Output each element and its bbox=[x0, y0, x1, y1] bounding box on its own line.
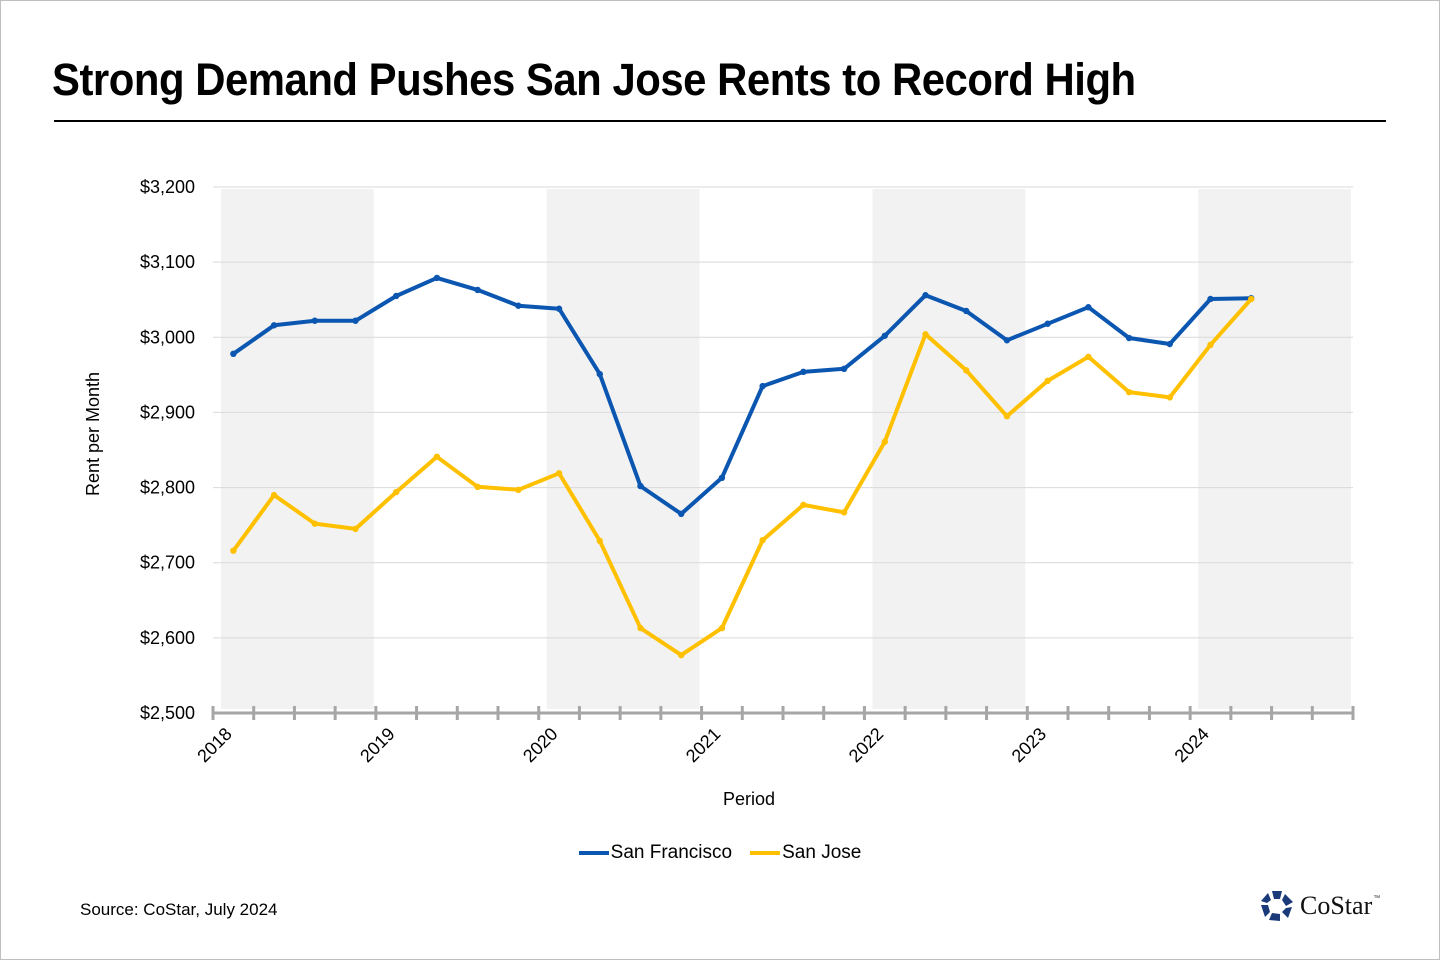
year-band-2018 bbox=[221, 189, 374, 709]
y-tick-label: $3,000 bbox=[140, 327, 195, 347]
data-point-san-francisco bbox=[433, 274, 441, 282]
data-point-san-francisco bbox=[1085, 304, 1092, 311]
data-point-san-jose bbox=[393, 488, 400, 496]
chart-title: Strong Demand Pushes San Jose Rents to R… bbox=[52, 54, 1136, 105]
costar-wordmark: CoStar bbox=[1300, 891, 1373, 920]
data-point-san-jose bbox=[922, 331, 929, 338]
year-band-2020 bbox=[546, 189, 700, 709]
data-point-san-jose bbox=[1166, 394, 1173, 401]
legend: San Francisco San Jose bbox=[0, 842, 1440, 864]
data-point-san-francisco bbox=[555, 305, 563, 312]
data-point-san-francisco bbox=[352, 317, 359, 324]
data-point-san-jose bbox=[352, 525, 359, 533]
data-point-san-francisco bbox=[1003, 337, 1011, 344]
data-point-san-francisco bbox=[637, 482, 644, 490]
trademark: ™ bbox=[1373, 894, 1381, 902]
legend-swatch-san-francisco bbox=[578, 851, 609, 855]
y-axis-label: Rent per Month bbox=[83, 372, 103, 496]
x-tick-label: 2018 bbox=[193, 724, 235, 766]
legend-label-san-jose: San Jose bbox=[782, 842, 862, 863]
data-point-san-jose bbox=[1125, 388, 1133, 396]
title-divider bbox=[54, 120, 1386, 122]
y-tick-label: $2,700 bbox=[140, 553, 195, 573]
data-point-san-jose bbox=[1003, 412, 1011, 420]
costar-star-icon bbox=[1261, 891, 1293, 921]
data-point-san-jose bbox=[515, 486, 522, 494]
data-point-san-francisco bbox=[270, 322, 278, 329]
data-point-san-jose bbox=[759, 536, 766, 544]
data-point-san-jose bbox=[718, 624, 726, 632]
x-tick-label: 2019 bbox=[356, 724, 398, 766]
data-point-san-jose bbox=[1085, 353, 1092, 361]
legend-item-san-francisco[interactable]: San Francisco bbox=[578, 842, 733, 864]
x-axis-label: Period bbox=[723, 789, 775, 809]
x-tick-label: 2021 bbox=[682, 724, 724, 766]
data-point-san-francisco bbox=[596, 370, 603, 378]
data-point-san-jose bbox=[963, 367, 970, 374]
x-axis bbox=[211, 706, 1355, 720]
y-tick-label: $2,600 bbox=[140, 628, 195, 648]
series-lines bbox=[230, 274, 1255, 659]
data-point-san-francisco bbox=[881, 332, 888, 339]
x-tick-label: 2020 bbox=[519, 724, 561, 766]
series-line-san-francisco bbox=[231, 275, 1254, 516]
y-tick-label: $3,200 bbox=[140, 177, 195, 197]
data-point-san-francisco bbox=[474, 286, 481, 294]
y-tick-label: $2,800 bbox=[140, 478, 195, 498]
data-point-san-francisco bbox=[759, 382, 766, 390]
legend-swatch-san-jose bbox=[750, 851, 781, 855]
data-point-san-francisco bbox=[1125, 334, 1133, 342]
data-point-san-francisco bbox=[1166, 340, 1173, 348]
data-point-san-francisco bbox=[515, 302, 522, 309]
data-point-san-jose bbox=[881, 438, 888, 445]
x-tick-label: 2022 bbox=[845, 724, 887, 766]
data-point-san-francisco bbox=[678, 510, 685, 518]
data-point-san-jose bbox=[311, 520, 318, 527]
data-point-san-jose bbox=[230, 547, 237, 554]
data-point-san-jose bbox=[474, 483, 481, 491]
data-point-san-jose bbox=[596, 537, 603, 545]
data-point-san-francisco bbox=[1207, 295, 1214, 303]
data-point-san-francisco bbox=[800, 368, 807, 376]
data-point-san-jose bbox=[1207, 341, 1214, 348]
data-point-san-francisco bbox=[230, 350, 237, 358]
costar-logo: CoStar ™ bbox=[1260, 890, 1380, 922]
x-axis-tick-labels: 2018 2019 2020 2021 2022 2023 2024 bbox=[193, 724, 1213, 766]
data-point-san-jose bbox=[840, 509, 848, 516]
year-band-2022 bbox=[872, 189, 1026, 709]
y-axis-ticks: $2,500 $2,600 $2,700 $2,800 $2,900 $3,000 $3,1… bbox=[140, 177, 195, 723]
legend-label-san-francisco: San Francisco bbox=[610, 842, 733, 863]
data-point-san-jose bbox=[678, 651, 685, 659]
legend-item-san-jose[interactable]: San Jose bbox=[750, 842, 861, 864]
data-point-san-francisco bbox=[963, 307, 970, 315]
data-point-san-francisco bbox=[922, 292, 929, 299]
data-point-san-francisco bbox=[840, 365, 848, 373]
series-line-san-jose bbox=[231, 297, 1254, 658]
data-point-san-jose bbox=[433, 453, 441, 460]
y-tick-label: $2,500 bbox=[140, 703, 195, 723]
year-bands bbox=[221, 189, 1351, 709]
data-point-san-francisco bbox=[1044, 320, 1051, 327]
gridlines bbox=[213, 186, 1353, 639]
data-point-san-jose bbox=[1248, 295, 1255, 303]
data-point-san-francisco bbox=[393, 292, 400, 300]
y-tick-label: $3,100 bbox=[140, 252, 195, 272]
data-point-san-jose bbox=[270, 491, 278, 499]
source-note: Source: CoStar, July 2024 bbox=[80, 900, 278, 919]
data-point-san-jose bbox=[1044, 377, 1051, 385]
x-tick-label: 2024 bbox=[1171, 724, 1213, 766]
y-tick-label: $2,900 bbox=[140, 402, 195, 422]
year-band-2024 bbox=[1198, 189, 1351, 709]
x-tick-label: 2023 bbox=[1008, 724, 1050, 766]
data-point-san-jose bbox=[637, 624, 644, 632]
data-point-san-francisco bbox=[718, 474, 726, 482]
data-point-san-francisco bbox=[311, 317, 318, 324]
data-point-san-jose bbox=[800, 501, 807, 509]
data-point-san-jose bbox=[555, 470, 563, 477]
